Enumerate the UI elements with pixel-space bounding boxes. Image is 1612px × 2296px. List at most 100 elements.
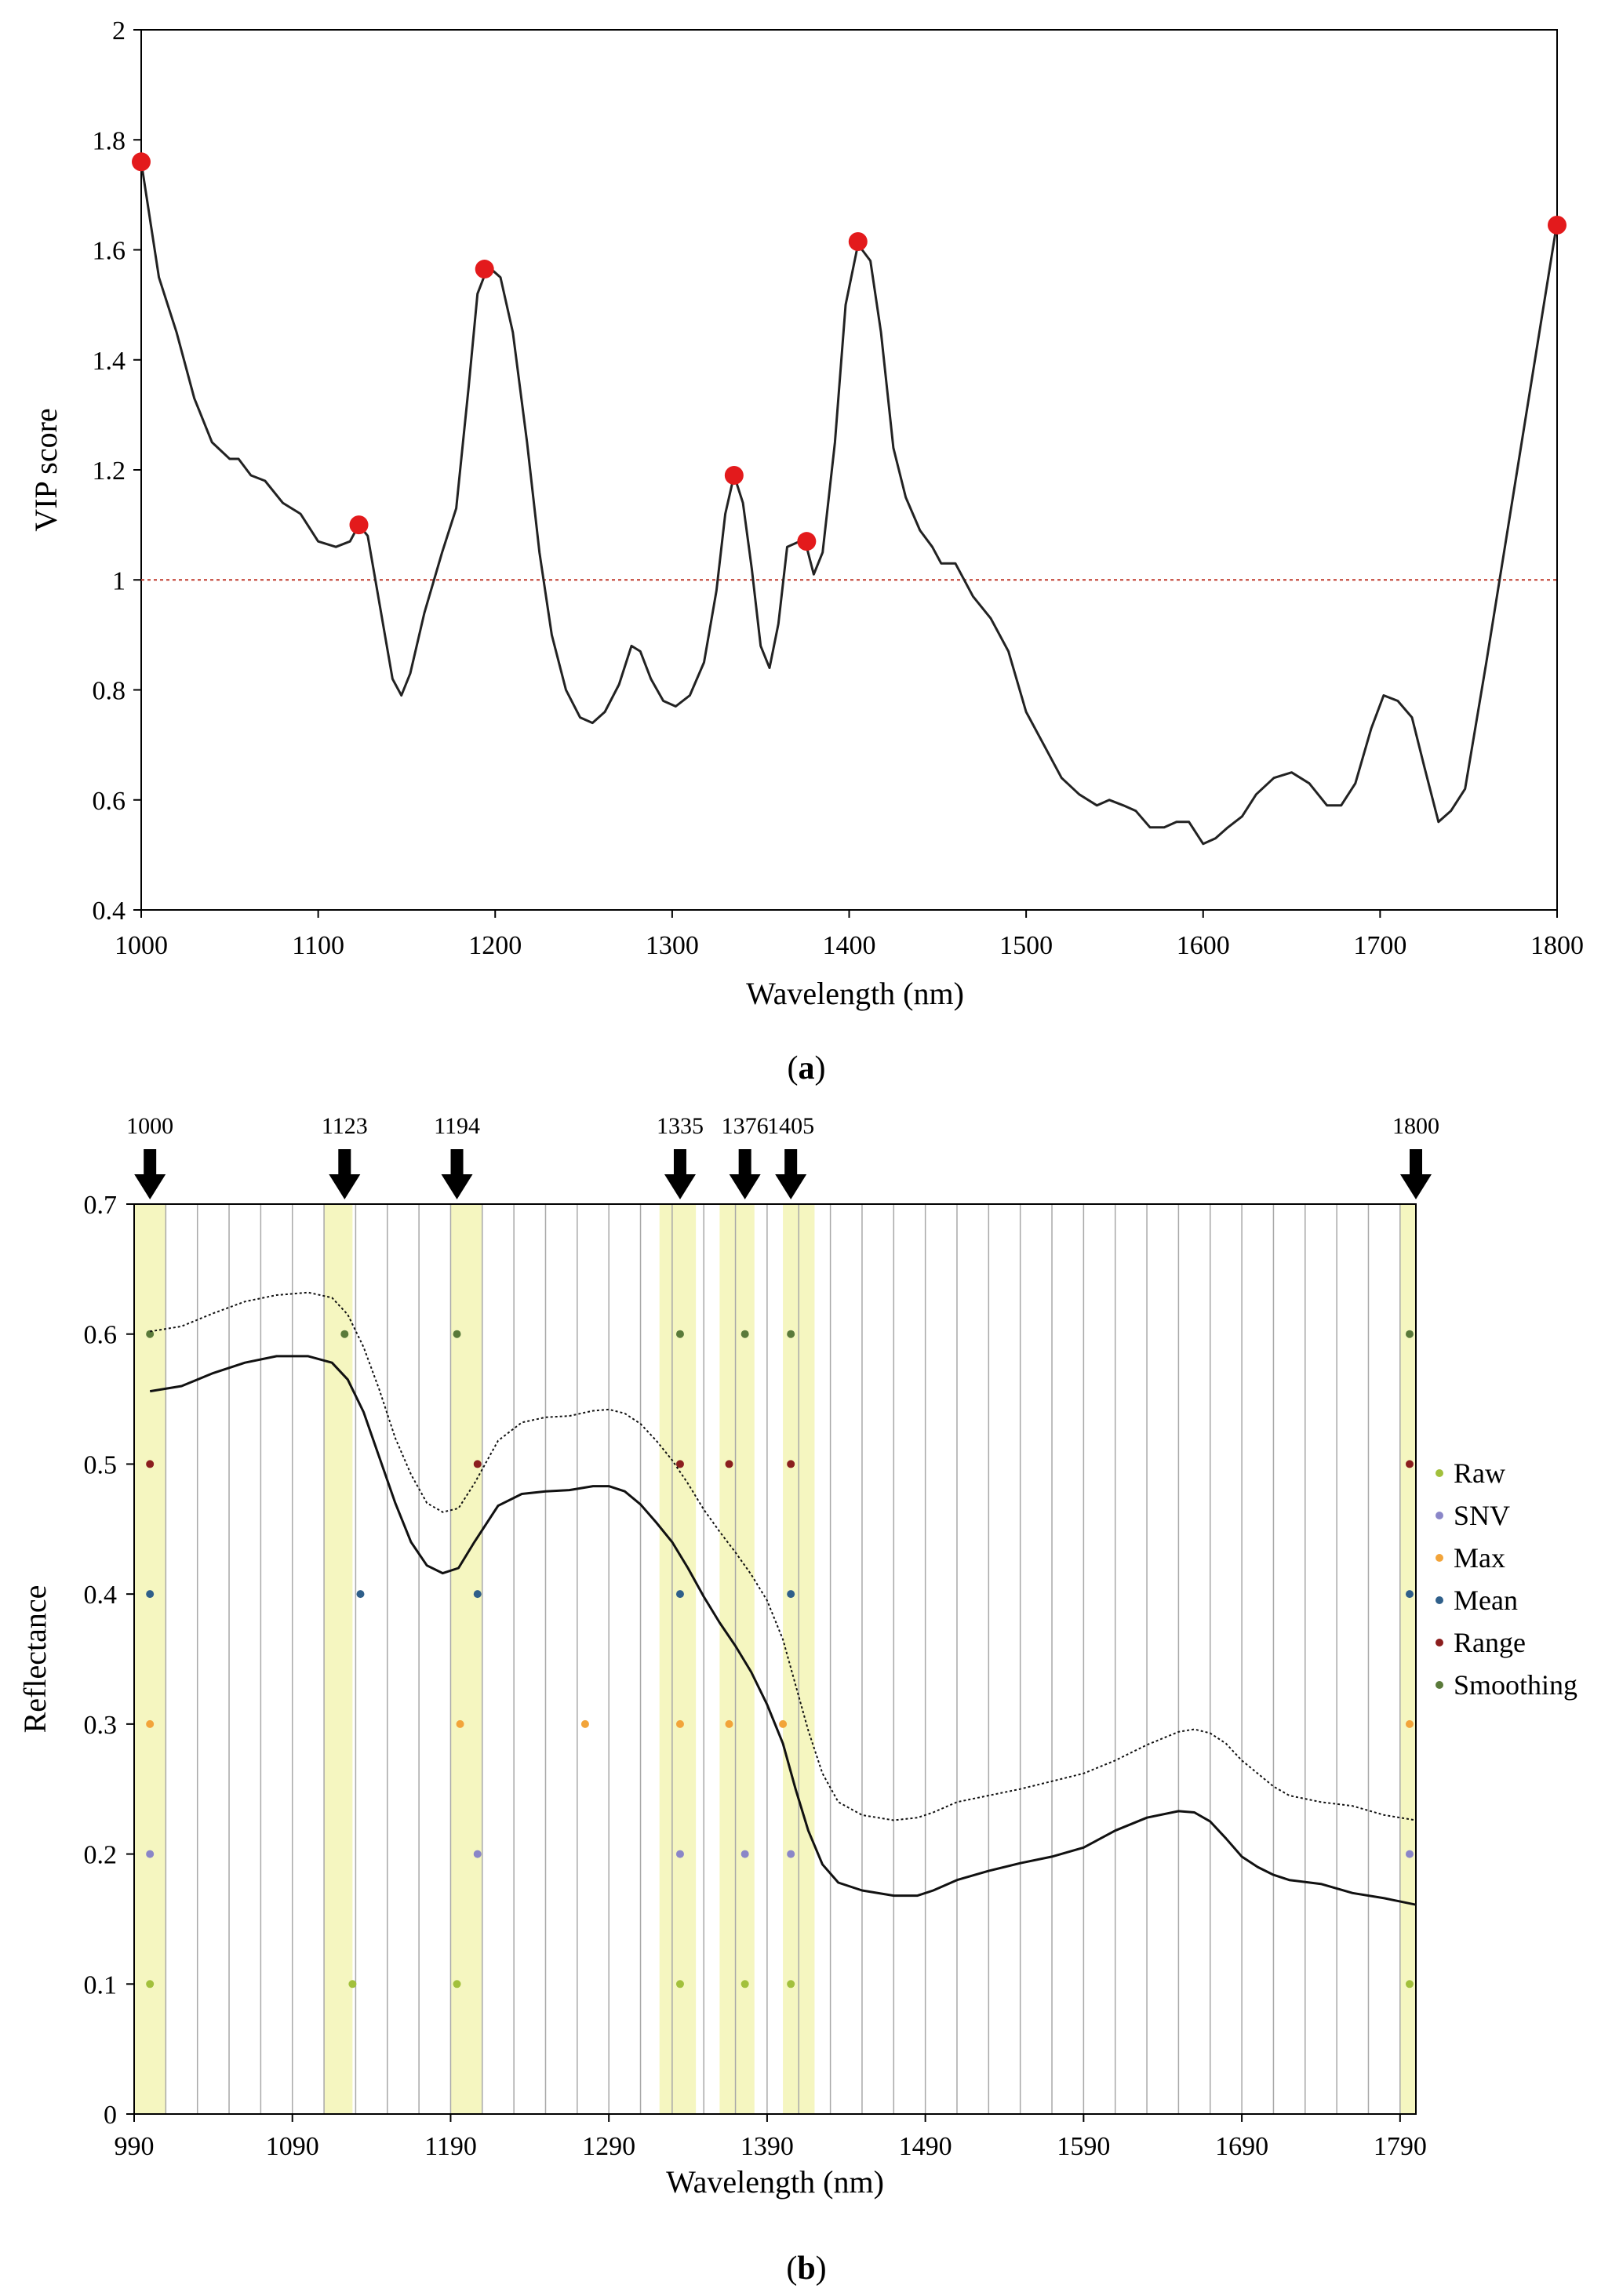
method-point-snv [473, 1850, 482, 1858]
y-tick-label: 0.8 [93, 677, 126, 706]
method-point-snv [146, 1850, 155, 1858]
highlight-band [450, 1204, 482, 2114]
legend-label-range: Range [1454, 1627, 1526, 1658]
vip-peak-marker [724, 466, 744, 486]
method-point-raw [1406, 1980, 1414, 1989]
y-tick-label: 1 [112, 566, 126, 595]
method-point-max [1406, 1719, 1414, 1728]
x-tick-label: 1300 [646, 931, 699, 960]
method-point-snv [741, 1850, 749, 1858]
wavelength-arrow-label: 1335 [657, 1113, 704, 1139]
wavelength-arrow-head [441, 1174, 473, 1199]
method-point-raw [787, 1980, 795, 1989]
highlight-band [719, 1204, 755, 2114]
y-tick-label: 1.4 [93, 347, 126, 376]
method-point-mean [146, 1590, 155, 1599]
method-point-mean [1406, 1590, 1414, 1599]
y-tick-label: 1.6 [93, 237, 126, 266]
y-tick-label: 0.4 [84, 1581, 118, 1610]
vip-peak-marker [349, 515, 369, 535]
method-point-smoothing [1406, 1330, 1414, 1338]
x-tick-label: 1700 [1353, 931, 1406, 960]
wavelength-arrow-label: 1194 [434, 1113, 480, 1139]
method-point-smoothing [340, 1330, 349, 1338]
method-point-snv [1406, 1850, 1414, 1858]
y-tick-label: 0.5 [84, 1450, 118, 1479]
x-tick-label: 1790 [1374, 2132, 1427, 2161]
legend-marker-smoothing [1436, 1681, 1443, 1689]
wavelength-arrow-shaft [673, 1149, 686, 1176]
method-point-range [1406, 1460, 1414, 1468]
legend-marker-mean [1436, 1596, 1443, 1604]
vip-peak-marker [132, 152, 151, 172]
legend-label-snv: SNV [1454, 1500, 1510, 1531]
legend-marker-snv [1436, 1512, 1443, 1519]
vip-peak-marker [797, 532, 817, 551]
panel-label-a: (a) [788, 1050, 826, 1086]
method-point-range [725, 1460, 733, 1468]
method-point-mean [356, 1590, 365, 1599]
y-tick-label: 0.3 [84, 1711, 118, 1740]
wavelength-arrow-label: 1000 [126, 1113, 173, 1139]
method-point-range [473, 1460, 482, 1468]
highlight-band [324, 1204, 353, 2114]
method-point-snv [787, 1850, 795, 1858]
x-tick-label: 1690 [1215, 2132, 1268, 2161]
y-tick-label: 0.4 [93, 897, 126, 926]
y-tick-label: 1.8 [93, 126, 126, 155]
x-tick-label: 1390 [741, 2132, 794, 2161]
method-point-raw [348, 1980, 357, 1989]
method-point-mean [473, 1590, 482, 1599]
method-point-smoothing [146, 1330, 155, 1338]
panel-label-b: (b) [786, 2251, 826, 2287]
method-point-mean [787, 1590, 795, 1599]
highlight-band [1399, 1204, 1416, 2114]
wavelength-arrow-label: 1123 [322, 1113, 368, 1139]
legend-label-raw: Raw [1454, 1457, 1505, 1489]
wavelength-arrow-head [134, 1174, 166, 1199]
wavelength-arrow-shaft [784, 1149, 798, 1176]
y-tick-label: 0 [104, 2101, 117, 2130]
highlight-band [659, 1204, 697, 2114]
method-point-max [146, 1719, 155, 1728]
method-point-max [779, 1719, 788, 1728]
method-point-max [580, 1719, 589, 1728]
y-tick-label: 2 [112, 16, 126, 45]
method-point-max [675, 1719, 684, 1728]
method-point-range [675, 1460, 684, 1468]
wavelength-arrow-label: 1405 [767, 1113, 814, 1139]
legend-label-mean: Mean [1454, 1585, 1518, 1616]
method-point-raw [453, 1980, 461, 1989]
x-tick-label: 1000 [115, 931, 168, 960]
method-point-max [725, 1719, 733, 1728]
wavelength-arrow-head [664, 1174, 696, 1199]
highlight-band [134, 1204, 166, 2114]
y-axis-title: Reflectance [17, 1585, 53, 1734]
legend-label-max: Max [1454, 1542, 1505, 1574]
x-axis-title: Wavelength (nm) [666, 2164, 884, 2200]
method-point-raw [675, 1980, 684, 1989]
y-tick-label: 0.7 [84, 1191, 118, 1220]
y-tick-label: 0.6 [84, 1321, 118, 1350]
vip-peak-marker [848, 231, 868, 251]
wavelength-arrow-label: 1376 [722, 1113, 769, 1139]
legend-label-smoothing: Smoothing [1454, 1669, 1577, 1701]
wavelength-arrow-shaft [144, 1149, 157, 1176]
method-point-smoothing [675, 1330, 684, 1338]
legend-marker-raw [1436, 1469, 1443, 1477]
wavelength-arrow-label: 1800 [1392, 1113, 1439, 1139]
reflectance-chart: 990 1090 1190 1290 1390 1490 1590 1690 1790 0 0.1 0… [17, 1113, 1577, 2200]
x-tick-label: 1090 [266, 2132, 319, 2161]
x-tick-label: 1590 [1057, 2132, 1110, 2161]
vip-score-line [140, 162, 1559, 846]
method-point-snv [675, 1850, 684, 1858]
wavelength-arrow-head [1400, 1174, 1432, 1199]
wavelength-arrow-shaft [450, 1149, 464, 1176]
y-tick-label: 0.6 [93, 787, 126, 816]
x-axis-title: Wavelength (nm) [746, 976, 964, 1011]
vip-peak-marker [1548, 215, 1567, 235]
mean-spectrum-line [149, 1355, 1417, 1906]
x-tick-label: 1490 [899, 2132, 952, 2161]
plot-frame [133, 1203, 1417, 2115]
